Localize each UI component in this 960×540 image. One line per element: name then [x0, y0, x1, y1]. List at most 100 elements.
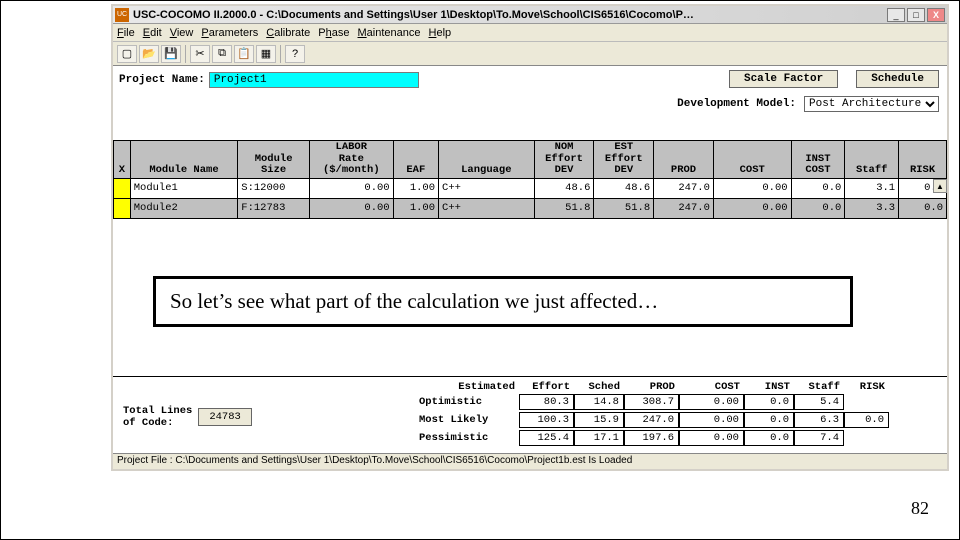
- close-button[interactable]: X: [927, 8, 945, 22]
- eaf-cell[interactable]: 1.00: [393, 198, 438, 218]
- menu-view[interactable]: View: [170, 27, 194, 39]
- sum-label: Most Likely: [419, 414, 519, 426]
- est-cell: 48.6: [594, 178, 654, 198]
- sum-risk: 0.0: [844, 412, 889, 428]
- copy-icon[interactable]: ⧉: [212, 45, 232, 63]
- inst-cell: 0.0: [791, 178, 845, 198]
- labor-cell[interactable]: 0.00: [309, 178, 393, 198]
- col-risk: RISK: [899, 141, 947, 179]
- sum-staff: 6.3: [794, 412, 844, 428]
- col-module: Module Name: [130, 141, 238, 179]
- summary-row: Optimistic80.314.8308.70.000.05.4: [419, 393, 941, 411]
- col-labor: LABORRate($/month): [309, 141, 393, 179]
- prod-cell: 247.0: [654, 178, 714, 198]
- inst-cell: 0.0: [791, 198, 845, 218]
- app-window: UC USC-COCOMO II.2000.0 - C:\Documents a…: [111, 4, 949, 471]
- sum-prod: 197.6: [624, 430, 679, 446]
- x-cell[interactable]: [114, 178, 131, 198]
- page-number: 82: [911, 498, 929, 519]
- cost-cell: 0.00: [713, 178, 791, 198]
- sum-cost: 0.00: [679, 430, 744, 446]
- statusbar: Project File : C:\Documents and Settings…: [113, 453, 947, 469]
- labor-cell[interactable]: 0.00: [309, 198, 393, 218]
- nom-cell: 51.8: [534, 198, 594, 218]
- project-name-label: Project Name:: [119, 74, 205, 86]
- sum-staff: 5.4: [794, 394, 844, 410]
- module-cell[interactable]: Module2: [130, 198, 238, 218]
- grid-icon[interactable]: ▦: [256, 45, 276, 63]
- menu-maintenance[interactable]: Maintenance: [358, 27, 421, 39]
- staff-cell: 3.1: [845, 178, 899, 198]
- dev-model-label: Development Model:: [677, 98, 796, 110]
- menu-calibrate[interactable]: Calibrate: [266, 27, 310, 39]
- summary-panel: Total Linesof Code: 24783 Estimated Effo…: [113, 376, 947, 453]
- titlebar[interactable]: UC USC-COCOMO II.2000.0 - C:\Documents a…: [113, 6, 947, 24]
- schedule-button[interactable]: Schedule: [856, 70, 939, 88]
- paste-icon[interactable]: 📋: [234, 45, 254, 63]
- scale-factor-button[interactable]: Scale Factor: [729, 70, 838, 88]
- toolbar: ▢ 📂 💾 ✂ ⧉ 📋 ▦ ?: [113, 42, 947, 66]
- module-table: X Module Name ModuleSize LABORRate($/mon…: [113, 140, 947, 219]
- sum-prod: 308.7: [624, 394, 679, 410]
- sum-inst: 0.0: [744, 394, 794, 410]
- sum-label: Pessimistic: [419, 432, 519, 444]
- scroll-up-icon[interactable]: ▲: [933, 179, 947, 193]
- staff-cell: 3.3: [845, 198, 899, 218]
- summary-row: Pessimistic125.417.1197.60.000.07.4: [419, 429, 941, 447]
- lang-cell[interactable]: C++: [439, 198, 535, 218]
- x-cell[interactable]: [114, 198, 131, 218]
- menu-help[interactable]: Help: [429, 27, 452, 39]
- open-icon[interactable]: 📂: [139, 45, 159, 63]
- help-icon[interactable]: ?: [285, 45, 305, 63]
- eaf-cell[interactable]: 1.00: [393, 178, 438, 198]
- menu-edit[interactable]: Edit: [143, 27, 162, 39]
- lang-cell[interactable]: C++: [439, 178, 535, 198]
- size-cell[interactable]: S:12000: [238, 178, 310, 198]
- content-area: Project Name: Scale Factor Schedule Deve…: [113, 66, 947, 453]
- col-eaf: EAF: [393, 141, 438, 179]
- menu-file[interactable]: File: [117, 27, 135, 39]
- sum-staff: 7.4: [794, 430, 844, 446]
- table-row[interactable]: Module2F:127830.001.00C++51.851.8247.00.…: [114, 198, 947, 218]
- menu-parameters[interactable]: Parameters: [201, 27, 258, 39]
- col-prod: PROD: [654, 141, 714, 179]
- col-cost: COST: [713, 141, 791, 179]
- app-icon: UC: [115, 8, 129, 22]
- summary-row: Most Likely100.315.9247.00.000.06.30.0: [419, 411, 941, 429]
- cost-cell: 0.00: [713, 198, 791, 218]
- est-cell: 51.8: [594, 198, 654, 218]
- risk-cell: 0.0: [899, 198, 947, 218]
- size-cell[interactable]: F:12783: [238, 198, 310, 218]
- sum-sched: 14.8: [574, 394, 624, 410]
- menubar: File Edit View Parameters Calibrate Phas…: [113, 24, 947, 42]
- sum-label: Optimistic: [419, 396, 519, 408]
- prod-cell: 247.0: [654, 198, 714, 218]
- sum-cost: 0.00: [679, 412, 744, 428]
- col-nom: NOMEffortDEV: [534, 141, 594, 179]
- sum-sched: 15.9: [574, 412, 624, 428]
- sum-effort: 80.3: [519, 394, 574, 410]
- menu-phase[interactable]: Phase: [318, 27, 349, 39]
- maximize-button[interactable]: □: [907, 8, 925, 22]
- estimated-label: Estimated: [419, 381, 519, 393]
- col-est: ESTEffortDEV: [594, 141, 654, 179]
- nom-cell: 48.6: [534, 178, 594, 198]
- sum-cost: 0.00: [679, 394, 744, 410]
- sum-sched: 17.1: [574, 430, 624, 446]
- new-icon[interactable]: ▢: [117, 45, 137, 63]
- sum-effort: 125.4: [519, 430, 574, 446]
- module-cell[interactable]: Module1: [130, 178, 238, 198]
- window-title: USC-COCOMO II.2000.0 - C:\Documents and …: [133, 9, 887, 21]
- col-staff: Staff: [845, 141, 899, 179]
- project-name-input[interactable]: [209, 72, 419, 88]
- col-x: X: [114, 141, 131, 179]
- sum-effort: 100.3: [519, 412, 574, 428]
- sum-inst: 0.0: [744, 430, 794, 446]
- save-icon[interactable]: 💾: [161, 45, 181, 63]
- dev-model-select[interactable]: Post Architecture: [804, 96, 939, 112]
- total-lines-label: Total Linesof Code:: [123, 405, 192, 429]
- cut-icon[interactable]: ✂: [190, 45, 210, 63]
- table-row[interactable]: Module1S:120000.001.00C++48.648.6247.00.…: [114, 178, 947, 198]
- minimize-button[interactable]: _: [887, 8, 905, 22]
- total-lines-value: 24783: [198, 408, 252, 426]
